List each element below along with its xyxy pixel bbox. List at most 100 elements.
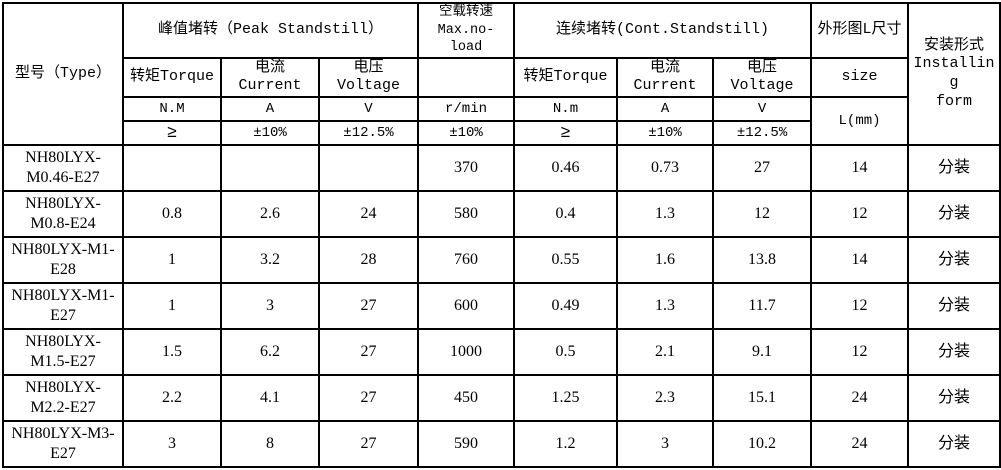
table-row: NH80LYX-M0.8-E24 0.8 2.6 24 580 0.4 1.3 12 12 分装 [2, 190, 1001, 239]
cell-cont-voltage: 9.1 [712, 328, 813, 377]
cell-cont-voltage: 10.2 [712, 420, 813, 469]
cell-cont-voltage: 11.7 [712, 282, 813, 331]
unit-peak-voltage: V [317, 96, 420, 123]
header-installing-line1: 安装形式 [924, 36, 985, 54]
cell-l-size: 24 [810, 420, 910, 469]
cell-l-size: 14 [810, 236, 910, 285]
cell-cont-current: 2.1 [616, 328, 715, 377]
table-row: NH80LYX-M1-E28 1 3.2 28 760 0.55 1.6 13.8 14 分装 [2, 236, 1001, 285]
cell-cont-current: 1.3 [616, 282, 715, 331]
cell-l-size: 12 [810, 328, 910, 377]
cell-installing-form: 分装 [907, 374, 1001, 423]
cell-peak-current: 8 [220, 420, 320, 469]
header-row-units: N.M A V r/min N.m A V L(mm) [3, 96, 1000, 147]
tolerance-peak-torque: ≥ [122, 120, 222, 147]
tolerance-cont-voltage: ±12.5% [712, 120, 813, 147]
cell-installing-form: 分装 [907, 144, 1001, 193]
cell-cont-torque: 0.46 [513, 144, 619, 193]
unit-cont-current: A [616, 96, 715, 123]
cell-l-size: 12 [810, 282, 910, 331]
table-row: NH80LYX-M1.5-E27 1.5 6.2 27 1000 0.5 2.1 9.1 12 分… [2, 328, 1001, 377]
header-noload-subtitle: Max.no-load [437, 22, 495, 56]
cell-peak-torque: 2.2 [122, 374, 222, 423]
cell-peak-torque: 0.8 [122, 190, 222, 239]
cell-l-size: 24 [810, 374, 910, 423]
cell-model: NH80LYX-M3-E27 [2, 420, 124, 469]
cell-cont-torque: 0.49 [513, 282, 619, 331]
cell-installing-form: 分装 [907, 236, 1001, 285]
table-row: NH80LYX-M0.46-E27 370 0.46 0.73 27 14 分装 [2, 144, 1001, 193]
cell-peak-voltage: 27 [317, 282, 420, 331]
header-row-groups: 型号（Type） 峰值堵转（Peak Standstill） 空载转速 Max.… [2, 1, 1001, 147]
cell-cont-voltage: 27 [712, 144, 813, 193]
cell-model: NH80LYX-M0.8-E24 [2, 190, 124, 239]
tolerance-cont-torque: ≥ [513, 120, 619, 147]
header-installing-line3: form [936, 92, 973, 110]
cell-cont-current: 0.73 [616, 144, 715, 193]
header-type: 型号（Type） [2, 1, 124, 147]
header-noload-blank [417, 56, 516, 99]
unit-size-l: L(mm) [810, 96, 910, 147]
header-cont-group: 连续堵转(Cont.Standstill) [513, 2, 813, 59]
cell-noload-speed: 600 [417, 282, 516, 331]
cell-noload-speed: 760 [417, 236, 516, 285]
header-peak-voltage-label: 电压Voltage [317, 56, 420, 99]
cell-noload-speed: 580 [417, 190, 516, 239]
cell-model: NH80LYX-M1-E28 [2, 236, 124, 285]
cell-cont-torque: 1.2 [513, 420, 619, 469]
cell-peak-voltage: 27 [317, 328, 420, 377]
header-cont-current-label: 电流Current [616, 56, 715, 99]
header-installing-line2: Installing [913, 55, 995, 92]
cell-peak-voltage: 24 [317, 190, 420, 239]
table-row: NH80LYX-M2.2-E27 2.2 4.1 27 450 1.25 2.3 15.1 24… [2, 374, 1001, 423]
unit-peak-current: A [220, 96, 320, 123]
cell-noload-speed: 1000 [417, 328, 516, 377]
cell-cont-voltage: 15.1 [712, 374, 813, 423]
header-noload-title: 空载转速 [439, 5, 494, 20]
cell-cont-voltage: 12 [712, 190, 813, 239]
cell-cont-current: 1.6 [616, 236, 715, 285]
cell-peak-voltage: 27 [317, 420, 420, 469]
cell-cont-current: 3 [616, 420, 715, 469]
cell-cont-torque: 0.5 [513, 328, 619, 377]
cell-cont-torque: 0.55 [513, 236, 619, 285]
header-cont-torque-label: 转矩Torque [513, 56, 619, 99]
cell-peak-current: 4.1 [220, 374, 320, 423]
tolerance-noload-speed: ±10% [417, 120, 516, 147]
cell-peak-current: 2.6 [220, 190, 320, 239]
tolerance-cont-current: ±10% [616, 120, 715, 147]
tolerance-peak-voltage: ±12.5% [317, 120, 420, 147]
cell-peak-current: 3 [220, 282, 320, 331]
cell-peak-torque: 1 [122, 236, 222, 285]
unit-noload-speed: r/min [417, 96, 516, 123]
table-row: NH80LYX-M1-E27 1 3 27 600 0.49 1.3 11.7 12 分装 [2, 282, 1001, 331]
cell-installing-form: 分装 [907, 190, 1001, 239]
table-row: NH80LYX-M3-E27 3 8 27 590 1.2 3 10.2 24 分装 [2, 420, 1001, 469]
unit-cont-voltage: V [712, 96, 813, 123]
cell-installing-form: 分装 [907, 420, 1001, 469]
cell-installing-form: 分装 [907, 282, 1001, 331]
cell-l-size: 12 [810, 190, 910, 239]
header-peak-torque-label: 转矩Torque [122, 56, 222, 99]
header-row-labels: 转矩Torque 电流Current 电压Voltage 转矩Torque 电流… [3, 56, 1000, 99]
cell-peak-current: 6.2 [220, 328, 320, 377]
header-installing: 安装形式 Installing form [907, 1, 1001, 147]
cell-peak-voltage: 27 [317, 374, 420, 423]
cell-model: NH80LYX-M0.46-E27 [2, 144, 124, 193]
header-row-tolerances: ≥ ±10% ±12.5% ±10% ≥ ±10% ±12.5% [3, 120, 1000, 147]
unit-cont-torque: N.m [513, 96, 619, 123]
cell-cont-voltage: 13.8 [712, 236, 813, 285]
header-peak-current-label: 电流Current [220, 56, 320, 99]
unit-peak-torque: N.M [122, 96, 222, 123]
cell-model: NH80LYX-M1-E27 [2, 282, 124, 331]
cell-cont-torque: 1.25 [513, 374, 619, 423]
cell-cont-current: 1.3 [616, 190, 715, 239]
cell-peak-torque: 1 [122, 282, 222, 331]
header-cont-voltage-label: 电压Voltage [712, 56, 813, 99]
cell-noload-speed: 370 [417, 144, 516, 193]
cell-installing-form: 分装 [907, 328, 1001, 377]
cell-cont-torque: 0.4 [513, 190, 619, 239]
cell-peak-voltage: 28 [317, 236, 420, 285]
